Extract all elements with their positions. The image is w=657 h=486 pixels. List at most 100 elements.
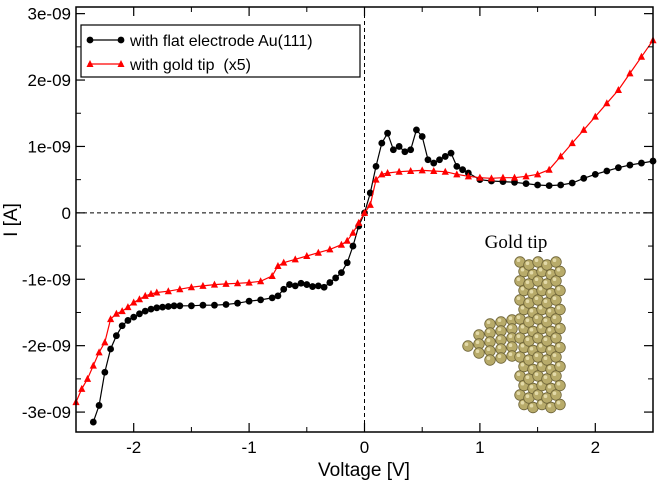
data-point-tip [314, 248, 322, 256]
gold-atom-highlight [534, 353, 539, 358]
gold-atom-highlight [552, 296, 557, 301]
gold-atom-highlight [516, 334, 521, 339]
data-point-tip [407, 167, 415, 175]
gold-atom-highlight [520, 381, 525, 386]
gold-atom-highlight [516, 296, 521, 301]
gold-atom [550, 370, 562, 382]
gold-atom-highlight [529, 327, 534, 332]
gold-atom-highlight [525, 261, 530, 266]
legend-marker-tip [86, 60, 94, 67]
gold-atom-highlight [516, 372, 521, 377]
gold-atom-highlight [529, 403, 534, 408]
gold-atom [554, 322, 566, 335]
data-point-tip [510, 173, 519, 181]
data-point-tip [141, 291, 149, 299]
data-point-flat [343, 259, 351, 267]
gold-atom-highlight [520, 343, 525, 348]
data-point-flat [557, 181, 565, 189]
gold-atom-highlight [516, 258, 521, 263]
gold-atom-highlight [508, 325, 513, 330]
data-point-tip [476, 173, 484, 181]
data-point-tip [499, 173, 507, 181]
data-point-flat [320, 283, 328, 291]
x-axis-title: Voltage [V] [318, 460, 410, 481]
gold-atom-highlight [475, 340, 480, 345]
gold-atom-highlight [538, 343, 543, 348]
gold-atom-highlight [529, 308, 534, 313]
gold-atom-highlight [497, 345, 502, 350]
data-point-tip [124, 303, 132, 311]
gold-atom-highlight [556, 400, 561, 405]
data-point-tip [637, 52, 646, 60]
legend-marker-tip [117, 60, 125, 67]
gold-atom-highlight [534, 315, 539, 320]
data-point-tip [326, 245, 334, 253]
data-point-flat [395, 143, 403, 150]
legend-marker-flat [86, 36, 94, 44]
y-tick-label: -2e-09 [22, 337, 71, 356]
gold-atom-highlight [556, 324, 561, 329]
data-point-flat [130, 313, 138, 321]
data-point-flat [211, 301, 218, 309]
data-point-flat [274, 292, 282, 300]
data-point-tip [522, 172, 530, 180]
gold-atom-highlight [538, 324, 543, 329]
legend-marker-flat [117, 36, 125, 44]
gold-atom [550, 313, 562, 325]
gold-atom-highlight [556, 343, 561, 348]
gold-atom-highlight [497, 336, 502, 341]
data-point-flat [626, 161, 634, 169]
gold-atom-highlight [520, 267, 525, 272]
gold-atom [550, 332, 562, 344]
gold-atom [550, 256, 562, 268]
series-line-0 [92, 128, 654, 423]
gold-atom-highlight [486, 356, 491, 361]
gold-atom-highlight [538, 400, 543, 405]
data-point-tip [78, 384, 86, 392]
data-point-flat [164, 303, 172, 310]
data-point-tip [164, 287, 172, 295]
data-point-flat [349, 242, 357, 250]
data-point-tip [176, 285, 184, 293]
data-point-flat [568, 179, 576, 187]
gold-atom-highlight [534, 372, 539, 377]
data-point-tip [378, 170, 386, 178]
gold-atom-highlight [543, 280, 548, 285]
data-point-flat [430, 159, 438, 167]
data-point-flat [332, 274, 340, 282]
data-point-tip [614, 86, 622, 94]
gold-atom [550, 389, 562, 401]
gold-atom-highlight [552, 258, 557, 263]
gold-atom [495, 352, 507, 364]
data-point-flat [257, 296, 265, 304]
data-point-flat [309, 283, 316, 290]
data-point-tip [383, 169, 392, 177]
data-point-flat [614, 164, 622, 172]
gold-atom-highlight [508, 343, 513, 348]
y-tick-label: -3e-09 [22, 403, 71, 422]
gold-atom-highlight [525, 356, 530, 361]
gold-atom-highlight [525, 394, 530, 399]
gold-atom-highlight [464, 342, 469, 347]
data-point-tip [591, 112, 599, 120]
gold-atom [554, 303, 566, 316]
gold-atom-highlight [529, 365, 534, 370]
data-point-flat [118, 322, 126, 330]
data-point-flat [199, 301, 207, 309]
gold-atom-highlight [556, 267, 561, 272]
gold-atom-highlight [497, 318, 502, 323]
gold-atom [554, 284, 566, 297]
data-point-flat [170, 302, 178, 310]
gold-atom-highlight [529, 270, 534, 275]
x-tick-label: 0 [360, 438, 369, 457]
gold-atom-highlight [508, 316, 513, 321]
legend-label-flat: with flat electrode Au(111) [129, 33, 313, 50]
gold-atom-highlight [552, 353, 557, 358]
y-tick-label: -1e-09 [22, 270, 71, 289]
data-point-tip [580, 125, 588, 133]
data-point-tip [153, 288, 161, 296]
data-point-tip [107, 315, 115, 323]
gold-atom-highlight [556, 381, 561, 386]
data-point-flat [268, 294, 276, 302]
